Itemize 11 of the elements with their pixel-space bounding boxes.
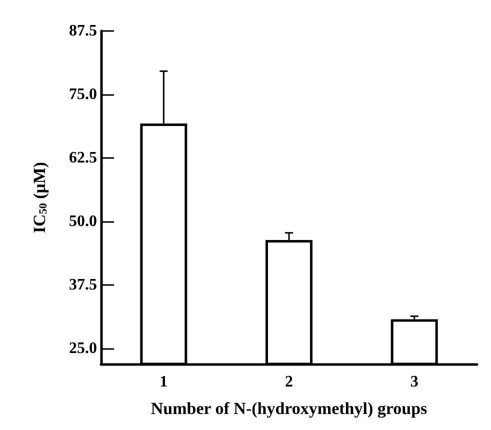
y-tick-label: 50.0 [69, 213, 97, 230]
x-axis-title: Number of N-(hydroxymethyl) groups [150, 399, 428, 418]
y-tick-label: 87.5 [69, 22, 97, 40]
y-tick-label: 75.0 [69, 86, 97, 104]
y-tick-label: 37.5 [69, 276, 97, 294]
y-tick-label: 62.5 [69, 150, 97, 167]
x-tick-label: 3 [410, 374, 418, 390]
y-axis-title: IC50 (μM) [30, 162, 50, 234]
y-tick-label: 25.0 [69, 340, 97, 358]
x-tick-label: 2 [285, 374, 293, 390]
x-tick-label: 1 [160, 374, 168, 390]
